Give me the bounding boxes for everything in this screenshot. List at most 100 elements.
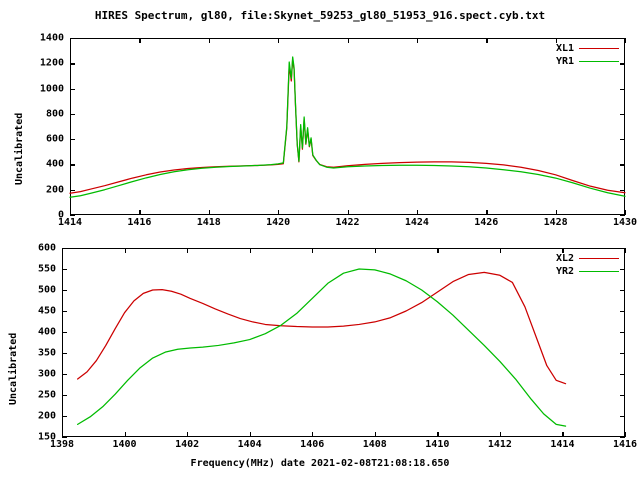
y-tick-label: 150: [37, 431, 56, 443]
x-tick-mark: [187, 432, 189, 437]
trace-yr2: [77, 268, 567, 427]
y-tick-label: 600: [37, 242, 56, 254]
y-tick-mark: [620, 290, 625, 292]
y-tick-label: 1400: [39, 32, 64, 44]
x-axis-label: Frequency(MHz) date 2021-02-08T21:08:18.…: [190, 458, 450, 469]
y-tick-mark: [70, 189, 75, 191]
x-tick-mark: [625, 210, 627, 215]
y-tick-mark: [620, 311, 625, 313]
y-tick-label: 550: [37, 263, 56, 275]
x-tick-label: 1416: [612, 439, 638, 450]
legend-entry-yr1: YR1: [544, 55, 619, 68]
x-tick-label: 1430: [612, 217, 638, 228]
x-tick-mark: [562, 432, 564, 437]
y-tick-mark: [620, 416, 625, 418]
y-tick-mark: [620, 248, 625, 250]
y-tick-mark: [62, 416, 67, 418]
x-tick-label: 1418: [196, 217, 221, 228]
x-tick-label: 1414: [550, 439, 575, 450]
x-tick-mark: [499, 432, 502, 437]
x-tick-label: 1414: [57, 217, 83, 228]
y-tick-mark: [70, 164, 75, 166]
x-tick-mark: [374, 248, 377, 253]
page-title: HIRES Spectrum, gl80, file:Skynet_59253_…: [94, 9, 546, 22]
x-tick-label: 1428: [543, 217, 568, 228]
y-tick-mark: [620, 437, 625, 439]
x-tick-mark: [625, 432, 627, 437]
bottom-y-axis-label: Uncalibrated: [8, 332, 19, 405]
bottom-plot-traces: [77, 268, 567, 427]
x-tick-label: 1408: [362, 439, 387, 450]
legend-entry-xl2: XL2: [544, 252, 619, 265]
x-tick-label: 1426: [474, 217, 499, 228]
y-tick-mark: [70, 139, 75, 141]
x-tick-mark: [70, 210, 72, 215]
x-tick-mark: [625, 248, 627, 253]
y-tick-mark: [70, 215, 75, 217]
x-tick-label: 1402: [175, 439, 200, 450]
top-plot-legend: XL1 YR1: [544, 42, 619, 68]
y-tick-mark: [620, 139, 625, 141]
y-tick-mark: [620, 269, 625, 271]
x-tick-mark: [347, 38, 349, 43]
y-tick-label: 1200: [39, 57, 64, 69]
x-tick-label: 1398: [49, 439, 75, 450]
x-tick-mark: [70, 38, 72, 43]
top-y-axis-label: Uncalibrated: [14, 112, 25, 185]
y-tick-label: 600: [45, 133, 64, 145]
x-tick-label: 1406: [300, 439, 325, 450]
x-tick-label: 1404: [237, 439, 262, 450]
y-tick-label: 200: [37, 410, 56, 422]
y-tick-mark: [62, 311, 67, 313]
x-tick-label: 1416: [127, 217, 152, 228]
y-tick-label: 0: [57, 209, 64, 221]
bottom-plot-legend: XL2 YR2: [544, 252, 619, 278]
x-tick-label: 1420: [266, 217, 291, 228]
y-tick-mark: [62, 374, 67, 376]
x-tick-mark: [249, 248, 251, 253]
y-tick-mark: [620, 353, 625, 355]
y-tick-mark: [620, 164, 625, 166]
y-tick-mark: [620, 332, 625, 334]
y-tick-label: 200: [45, 184, 64, 196]
top-plot-traces: [69, 56, 626, 198]
y-tick-mark: [70, 113, 75, 116]
y-tick-mark: [70, 63, 75, 65]
x-tick-mark: [486, 38, 488, 43]
legend-swatch: [579, 61, 619, 62]
y-tick-mark: [62, 353, 67, 355]
y-tick-label: 450: [37, 305, 56, 317]
legend-label: YR2: [555, 266, 574, 277]
y-tick-mark: [62, 269, 67, 271]
top-plot-frame: [70, 38, 625, 215]
x-tick-mark: [562, 248, 564, 253]
y-tick-mark: [62, 248, 67, 250]
x-tick-mark: [208, 210, 211, 215]
x-tick-mark: [437, 432, 439, 437]
x-tick-mark: [416, 38, 419, 43]
x-tick-mark: [437, 248, 439, 253]
y-tick-label: 300: [37, 368, 56, 380]
legend-label: YR1: [555, 56, 574, 67]
x-tick-label: 1400: [112, 439, 137, 450]
x-tick-mark: [278, 38, 280, 43]
x-tick-mark: [208, 38, 211, 43]
legend-label: XL2: [555, 253, 574, 264]
x-tick-label: 1412: [487, 439, 512, 450]
x-tick-label: 1422: [335, 217, 360, 228]
x-tick-mark: [249, 432, 251, 437]
x-tick-mark: [374, 432, 377, 437]
y-tick-mark: [620, 395, 625, 397]
trace-xl2: [77, 271, 567, 385]
x-tick-mark: [416, 210, 419, 215]
top-spectrum-panel: XL1 YR1: [69, 38, 627, 217]
y-tick-mark: [62, 437, 67, 439]
legend-swatch: [579, 258, 619, 259]
x-tick-mark: [499, 248, 502, 253]
x-tick-mark: [278, 210, 280, 215]
trace-xl1: [69, 58, 626, 194]
x-tick-mark: [555, 38, 557, 43]
y-tick-mark: [620, 113, 625, 116]
bottom-plot-frame: [62, 248, 625, 437]
